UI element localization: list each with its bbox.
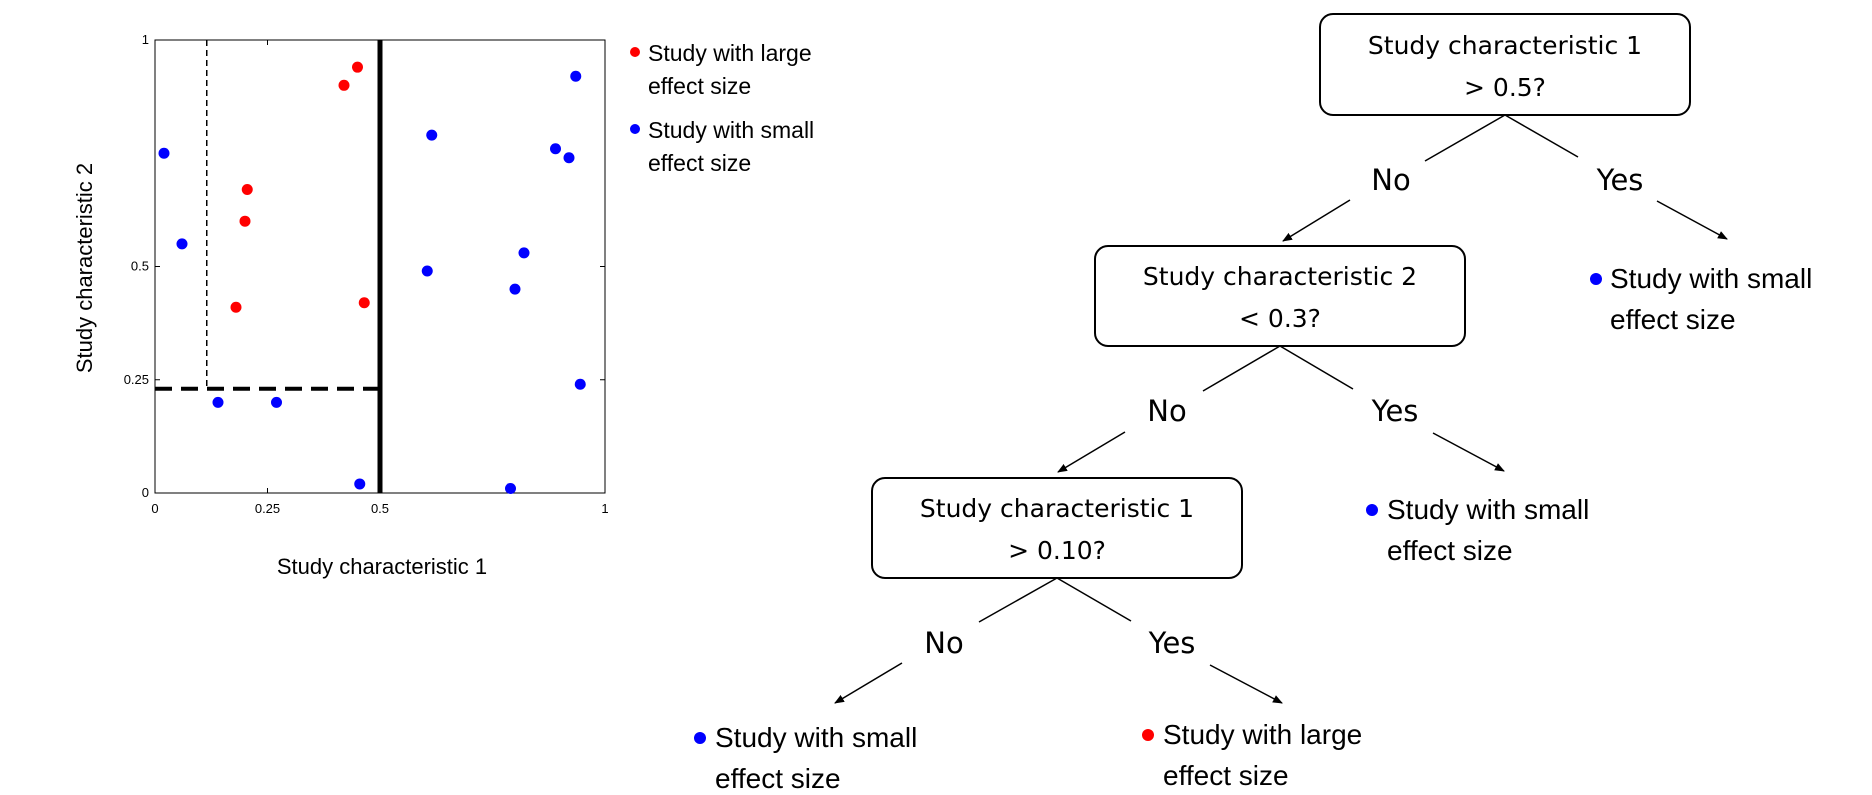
node2-yes-arrow	[1432, 432, 1505, 472]
split-lines	[155, 40, 383, 493]
leaf-root-yes-marker	[1590, 273, 1602, 285]
small-effect-point	[505, 482, 516, 494]
tree-node-2: Study characteristic 2 < 0.3?	[1094, 245, 1466, 347]
node3-no-label: No	[924, 626, 963, 660]
root-line2: > 0.5?	[1464, 73, 1546, 102]
scatter-plot: 0 0.25 0.5 1 0 0.25 0.5 1 Study characteristic …	[72, 32, 814, 579]
node3-yes-label: Yes	[1148, 626, 1196, 660]
small-effect-point	[570, 70, 582, 82]
small-effect-point	[176, 238, 188, 250]
small-effect-point	[518, 247, 530, 259]
node3-line1: Study characteristic 1	[920, 494, 1194, 523]
y-axis-label: Study characteristic 2	[72, 163, 97, 373]
tree-node-root: Study characteristic 1 > 0.5?	[1319, 13, 1691, 116]
node3-yes-arrow	[1209, 664, 1283, 704]
legend-small-line2: effect size	[648, 150, 751, 176]
root-yes-arrow	[1656, 200, 1728, 240]
x-axis-label: Study characteristic 1	[277, 554, 487, 579]
node2-no-upper-line	[1202, 345, 1281, 392]
node2-line2: < 0.3?	[1239, 304, 1321, 333]
node3-yes-upper-line	[1056, 577, 1132, 622]
large-effect-point	[358, 297, 370, 309]
node3-no-arrow	[834, 662, 903, 704]
decision-tree: Study characteristic 1 > 0.5? No Yes Stu…	[694, 13, 1812, 794]
small-effect-point	[426, 129, 438, 141]
x-tick-label: 0	[151, 501, 158, 516]
y-tick-label: 0.5	[131, 259, 149, 274]
axis-ticks: 0 0.25 0.5 1 0 0.25 0.5 1	[124, 32, 609, 516]
small-effect-point	[509, 283, 521, 295]
node3-line2: > 0.10?	[1008, 536, 1106, 565]
leaf-node3-no-line2: effect size	[715, 763, 841, 794]
tree-node-3: Study characteristic 1 > 0.10?	[871, 477, 1243, 579]
legend-large-line1: Study with large	[648, 40, 812, 66]
leaf-node3-yes-line2: effect size	[1163, 760, 1289, 791]
small-effect-point	[271, 396, 282, 408]
small-effect-point	[550, 143, 561, 155]
small-effect-point	[354, 478, 366, 490]
node2-yes-label: Yes	[1371, 394, 1419, 428]
leaf-node2-yes-line1: Study with small	[1387, 494, 1589, 525]
leaf-node3-no-line1: Study with small	[715, 722, 917, 753]
node2-no-arrow	[1057, 431, 1126, 473]
leaf-node3-no: Study with small effect size	[694, 722, 917, 794]
leaf-node3-no-marker	[694, 732, 706, 744]
leaf-node2-yes: Study with small effect size	[1366, 494, 1589, 566]
leaf-node2-yes-line2: effect size	[1387, 535, 1513, 566]
legend: Study with large effect size Study with …	[630, 40, 814, 176]
root-line1: Study characteristic 1	[1368, 31, 1642, 60]
leaf-node3-yes: Study with large effect size	[1142, 719, 1362, 791]
leaf-node3-yes-marker	[1142, 729, 1154, 741]
y-tick-label: 0.25	[124, 372, 149, 387]
data-points	[158, 61, 586, 494]
leaf-node2-yes-marker	[1366, 504, 1378, 516]
small-effect-point	[212, 396, 224, 408]
node2-yes-upper-line	[1279, 345, 1354, 390]
root-no-upper-line	[1424, 114, 1506, 162]
node2-no-label: No	[1147, 394, 1186, 428]
y-tick-label: 0	[142, 485, 149, 500]
x-tick-label: 1	[601, 501, 608, 516]
large-effect-point	[338, 79, 350, 91]
node3-no-upper-line	[978, 577, 1058, 623]
root-no-arrow	[1282, 199, 1351, 242]
root-yes-upper-line	[1504, 114, 1579, 158]
large-effect-point	[230, 301, 242, 313]
leaf-node3-yes-line1: Study with large	[1163, 719, 1362, 750]
small-effect-point	[158, 147, 170, 159]
small-effect-point	[421, 265, 433, 277]
y-tick-label: 1	[142, 32, 149, 47]
node2-line1: Study characteristic 2	[1143, 262, 1417, 291]
small-effect-point	[574, 378, 586, 390]
legend-small-marker	[630, 124, 640, 134]
x-tick-label: 0.5	[371, 501, 389, 516]
large-effect-point	[241, 183, 253, 195]
legend-small-line1: Study with small	[648, 117, 814, 143]
leaf-root-yes: Study with small effect size	[1590, 263, 1812, 335]
leaf-root-yes-line2: effect size	[1610, 304, 1736, 335]
legend-large-marker	[630, 47, 640, 57]
leaf-root-yes-line1: Study with small	[1610, 263, 1812, 294]
large-effect-point	[239, 215, 251, 227]
small-effect-point	[563, 152, 575, 164]
x-tick-label: 0.25	[255, 501, 280, 516]
root-no-label: No	[1371, 163, 1410, 197]
legend-large-line2: effect size	[648, 73, 751, 99]
large-effect-point	[352, 61, 363, 73]
root-yes-label: Yes	[1596, 163, 1644, 197]
